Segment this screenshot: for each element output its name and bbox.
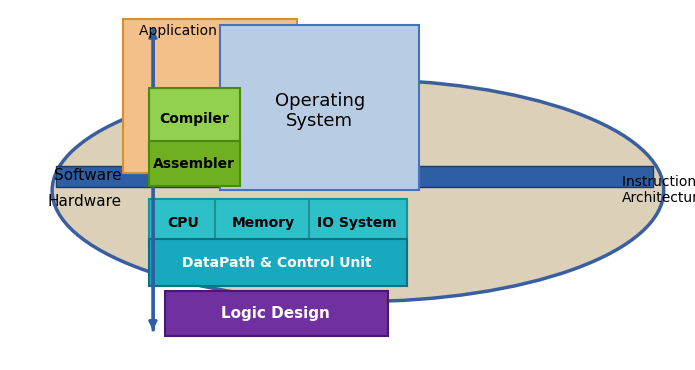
Text: Software: Software [54,168,122,182]
FancyBboxPatch shape [123,19,297,173]
FancyBboxPatch shape [309,199,407,247]
FancyBboxPatch shape [149,199,219,247]
FancyBboxPatch shape [56,166,653,187]
Text: Application Program: Application Program [139,24,281,38]
Text: Operating
System: Operating System [275,92,365,130]
FancyBboxPatch shape [149,239,407,286]
Text: Instruction Set
Architecture: Instruction Set Architecture [622,175,695,205]
Text: Memory: Memory [232,216,295,230]
Text: Assembler: Assembler [153,157,235,171]
FancyBboxPatch shape [149,88,240,151]
Text: CPU: CPU [167,216,199,230]
Text: Compiler: Compiler [159,112,229,126]
Text: DataPath & Control Unit: DataPath & Control Unit [183,256,372,270]
FancyBboxPatch shape [220,25,419,190]
FancyBboxPatch shape [149,141,240,186]
Ellipse shape [52,80,664,302]
Text: IO System: IO System [318,216,397,230]
Text: Hardware: Hardware [47,194,122,209]
Text: Logic Design: Logic Design [222,306,330,321]
FancyBboxPatch shape [215,199,313,247]
FancyBboxPatch shape [165,291,388,336]
